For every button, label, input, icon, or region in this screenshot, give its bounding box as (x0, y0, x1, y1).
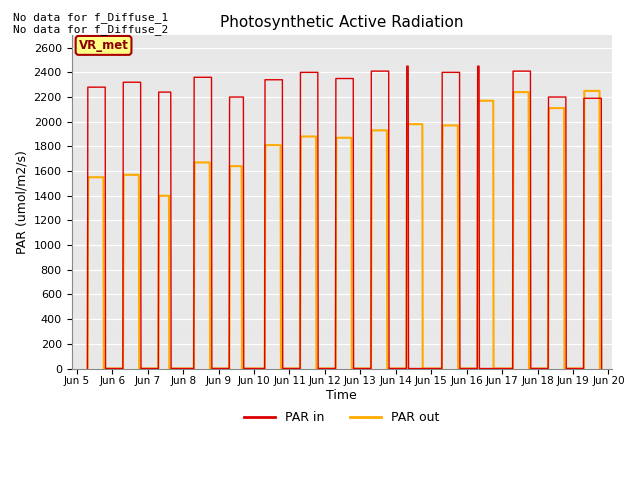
Text: No data for f_Diffuse_2: No data for f_Diffuse_2 (13, 24, 168, 35)
Text: VR_met: VR_met (79, 39, 129, 52)
Y-axis label: PAR (umol/m2/s): PAR (umol/m2/s) (15, 150, 28, 254)
Text: No data for f_Diffuse_1: No data for f_Diffuse_1 (13, 12, 168, 23)
Title: Photosynthetic Active Radiation: Photosynthetic Active Radiation (220, 15, 463, 30)
X-axis label: Time: Time (326, 389, 357, 402)
Legend: PAR in, PAR out: PAR in, PAR out (239, 406, 444, 429)
